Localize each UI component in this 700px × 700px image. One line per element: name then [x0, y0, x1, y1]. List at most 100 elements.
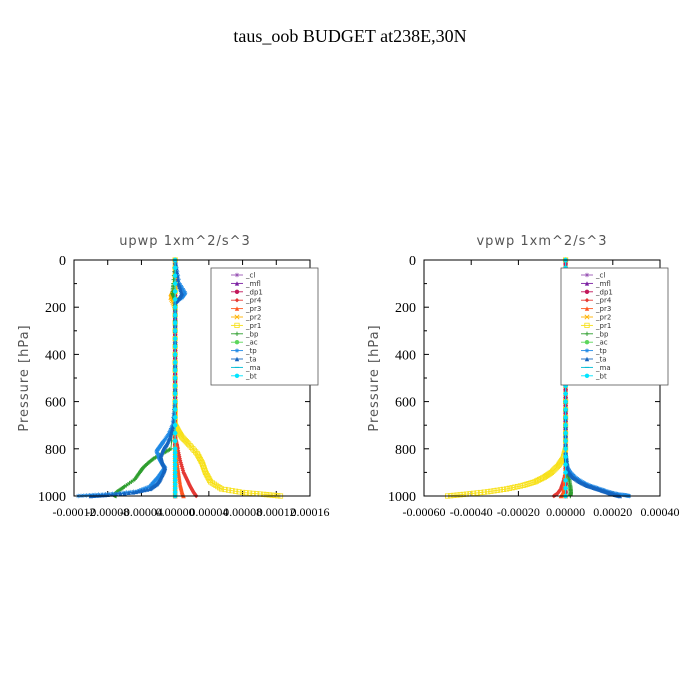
- series-point-bt: [172, 482, 178, 487]
- series-point-bt: [172, 438, 178, 444]
- series-point-tp: [141, 486, 146, 492]
- series-point-bt: [172, 478, 178, 483]
- legend-marker: [234, 348, 240, 353]
- panel-upwp-legend: _cl_mfl_dp1_pr4_pr3_pr2_pr1_bp_ac_tp_ta_…: [210, 267, 319, 386]
- legend-box: [210, 267, 319, 386]
- series-point-pr1: [190, 446, 196, 452]
- series-point-pr1: [509, 485, 515, 491]
- series-point-bt: [172, 466, 178, 471]
- ytick-label: 600: [45, 396, 66, 411]
- series-point-pr1: [500, 486, 507, 492]
- xtick-label: 0.00008: [223, 505, 262, 519]
- series-point-ta: [113, 491, 119, 497]
- panel-vpwp-title: vpwp 1xm^2/s^3: [476, 234, 607, 249]
- series-point-tp: [124, 490, 129, 495]
- series-point-bt: [563, 454, 568, 459]
- legend-label: _ac: [595, 339, 608, 347]
- series-pr1: [444, 257, 569, 499]
- series-point-tp: [180, 286, 185, 291]
- series-point-ta: [174, 269, 180, 274]
- series-point-tp: [154, 450, 160, 455]
- series-point-bt: [172, 265, 178, 271]
- series-point-tp: [87, 493, 92, 498]
- series-line-ta: [90, 259, 183, 497]
- xtick-label: 0.00000: [546, 505, 585, 519]
- series-point-ta: [97, 493, 102, 498]
- legend-marker: [584, 356, 590, 362]
- legend-marker: [234, 373, 240, 378]
- legend-marker: [584, 322, 590, 329]
- legend-label: _pr4: [245, 297, 262, 305]
- legend-marker: [584, 306, 590, 311]
- legend-marker: [234, 298, 240, 303]
- xtick-label: -0.00060: [403, 505, 446, 519]
- series-point-bt: [172, 430, 178, 436]
- series-point-bt: [172, 383, 178, 389]
- legend-label: _ac: [245, 339, 258, 347]
- ytick-label: 1000: [388, 490, 416, 505]
- series-point-pr4: [179, 464, 185, 469]
- series-point-pr1: [229, 488, 235, 494]
- ytick-label: 200: [45, 301, 66, 316]
- series-point-pr3: [177, 480, 183, 485]
- series-point-bt: [172, 367, 178, 373]
- series-point-bt: [172, 474, 178, 479]
- series-point-bt: [563, 407, 568, 412]
- legend-marker: [234, 281, 240, 286]
- legend-label: _tp: [595, 347, 607, 355]
- series-point-pr1: [460, 491, 466, 498]
- series-point-tp: [155, 451, 160, 456]
- series-point-bt: [172, 450, 178, 455]
- xtick-label: -0.00004: [120, 505, 163, 519]
- series-point-pr4: [177, 454, 182, 459]
- series-point-pr1: [488, 488, 494, 494]
- legend-marker: [234, 314, 240, 320]
- legend-marker: [584, 340, 590, 345]
- series-point-pr1: [218, 486, 225, 492]
- ytick-label: 400: [395, 348, 416, 363]
- series-point-pr3: [176, 472, 181, 477]
- legend-marker: [584, 272, 590, 278]
- series-point-bt: [563, 430, 568, 436]
- legend-label: _pr3: [245, 305, 261, 313]
- legend-label: _cl: [245, 272, 255, 280]
- ytick-label: 0: [409, 254, 416, 269]
- series-point-tp: [120, 490, 126, 496]
- series-point-bt: [563, 462, 568, 467]
- series-point-bt: [172, 297, 178, 302]
- legend-label: _pr3: [595, 305, 611, 313]
- legend-marker: [234, 356, 240, 362]
- xtick-label: -0.00020: [497, 505, 540, 519]
- series-point-ta: [118, 491, 123, 496]
- series-point-bt: [563, 391, 568, 396]
- panel-vpwp-ylabel: Pressure [hPa]: [367, 324, 382, 431]
- series-point-pr1: [535, 477, 541, 483]
- series-point-pr1: [239, 489, 246, 496]
- series-point-bt: [172, 312, 178, 318]
- panel-upwp-ylabel: Pressure [hPa]: [17, 324, 32, 431]
- series-point-bt: [563, 438, 568, 444]
- series-point-bt: [563, 470, 568, 475]
- figure-title: taus_oob BUDGET at238E,30N: [233, 26, 466, 46]
- series-point-bt: [172, 305, 178, 310]
- legend-label: _cl: [595, 272, 605, 280]
- series-point-pr1: [186, 441, 192, 447]
- series-point-pr1: [478, 489, 484, 496]
- series-point-pr1: [188, 444, 195, 450]
- legend-label: _pr4: [595, 297, 612, 305]
- series-point-pr1: [222, 486, 228, 493]
- legend-label: _bt: [595, 372, 607, 380]
- series-point-tp: [143, 485, 148, 491]
- xtick-label: 0.00004: [189, 505, 228, 519]
- series-point-bt: [172, 344, 178, 349]
- series-point-pr1: [451, 492, 457, 498]
- series-point-pr3: [176, 474, 182, 479]
- series-point-tp: [182, 289, 187, 294]
- legend-marker: [234, 322, 240, 329]
- series-point-pr1: [474, 490, 480, 496]
- series-point-ta: [136, 489, 141, 494]
- series-point-bt: [172, 273, 178, 278]
- series-point-bt: [172, 289, 178, 294]
- series-point-pr1: [481, 489, 487, 495]
